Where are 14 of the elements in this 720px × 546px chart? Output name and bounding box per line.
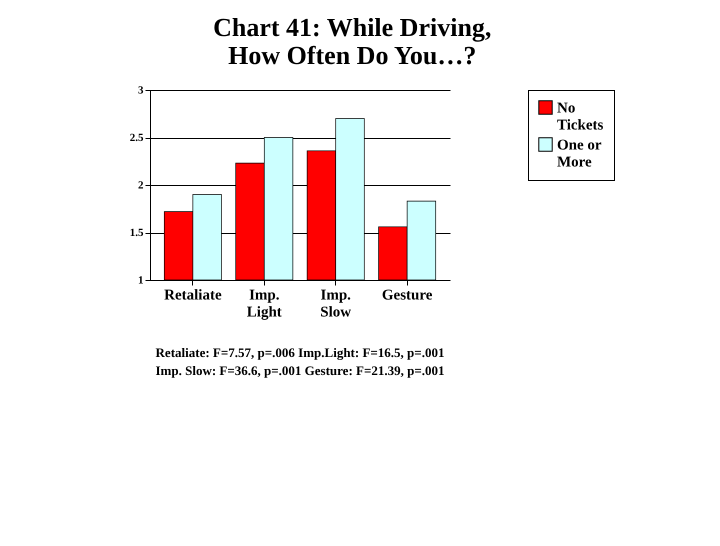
legend-label: One or More (557, 138, 602, 170)
x-tick-label: Imp. Light (246, 288, 282, 320)
legend-label: No Tickets (557, 100, 604, 134)
text: Imp. Slow: F=36.6, p=.001 Gesture: F=21.39, p=.001 (155, 363, 445, 378)
chart-title: Chart 41: While Driving, How Often Do You…? (213, 13, 492, 70)
x-tick-label: Gesture (382, 288, 433, 304)
y-tick-label: 2.5 (130, 132, 144, 144)
y-tick-label: 1.5 (130, 227, 144, 239)
text: Retaliate: F=7.57, p=.006 Imp.Light: F=16.5, p=.001 (156, 345, 444, 360)
y-tick-label: 2 (138, 180, 144, 192)
y-tick-label: 1 (138, 274, 144, 286)
y-tick-label: 3 (138, 84, 144, 96)
x-tick-label: Retaliate (164, 288, 222, 304)
x-tick-label: Imp. Slow (320, 288, 352, 320)
